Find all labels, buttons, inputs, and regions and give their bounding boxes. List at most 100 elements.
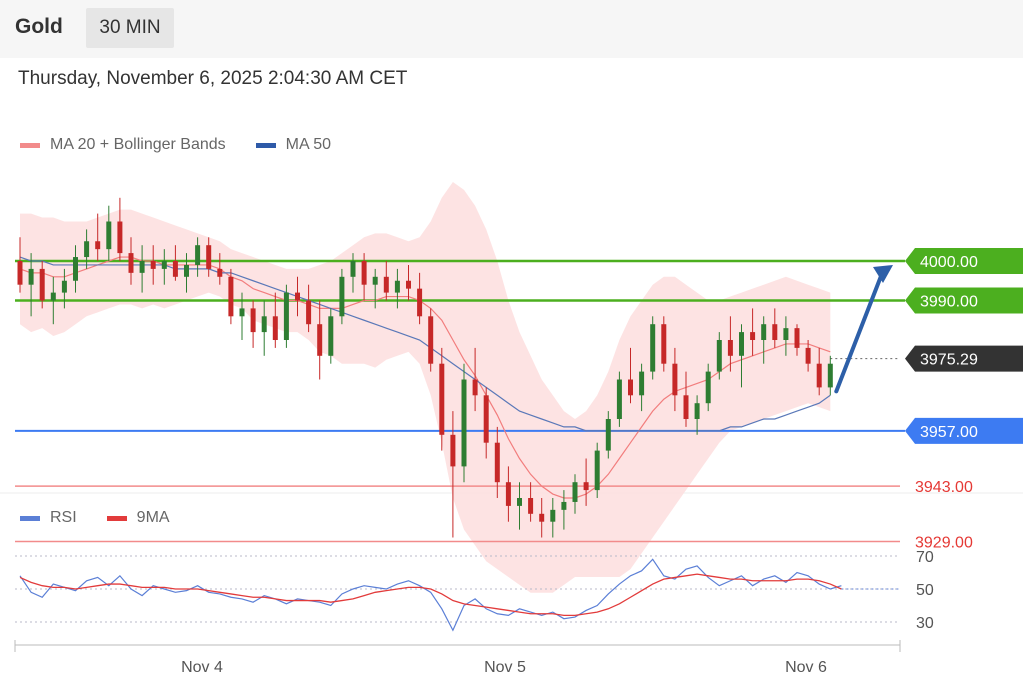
candle-body [783, 328, 789, 340]
legend-item-9ma: 9MA [106, 509, 170, 527]
candle-body [683, 395, 689, 419]
candle-body [694, 403, 700, 419]
x-tick-label: Nov 5 [484, 659, 526, 676]
price-level-label: 3990.00 [920, 294, 978, 311]
candle-body [805, 347, 811, 364]
candle-body [450, 434, 456, 467]
legend-item-rsi: RSI [20, 509, 77, 527]
candle-body [295, 292, 300, 301]
candle-body [150, 261, 156, 269]
candle-body [827, 363, 833, 388]
candle-body [772, 324, 778, 340]
candle-body [550, 509, 556, 522]
candle-body [73, 257, 78, 281]
price-level-badge [905, 345, 1023, 372]
candle-body [128, 253, 134, 273]
9ma-swatch [106, 515, 127, 521]
candle-body [439, 363, 445, 435]
candle-body [17, 261, 23, 285]
price-level-badge [905, 248, 1023, 274]
candle-body [361, 261, 367, 285]
candle-body [106, 221, 112, 250]
timeframe-button[interactable]: 30 MIN [86, 8, 174, 48]
candle-body [816, 363, 822, 388]
candle-body [28, 268, 34, 285]
legend-item-ma20: MA 20 + Bollinger Bands [20, 136, 226, 154]
candle-body [461, 379, 467, 467]
ma50-swatch [255, 142, 276, 148]
candle-body [239, 308, 245, 317]
candle-body [727, 340, 733, 356]
price-level-badge [905, 287, 1023, 314]
price-level-label: 4000.00 [920, 254, 978, 271]
candle-body [716, 340, 722, 372]
candle-body [583, 482, 589, 491]
candle-body [261, 316, 267, 333]
price-level-badge [905, 417, 1023, 444]
price-level-label: 3975.29 [920, 352, 978, 369]
candle-body [372, 276, 378, 285]
candle-body [539, 513, 545, 522]
candle-body [283, 292, 289, 340]
candle-body [339, 276, 345, 317]
price-level-label: 3943.00 [915, 479, 973, 496]
ma20-swatch [20, 142, 40, 148]
bollinger-band-area [20, 182, 831, 593]
candle-body [505, 482, 511, 506]
candle-body [417, 288, 423, 317]
candle-body [483, 395, 489, 443]
candle-body [594, 450, 600, 491]
candle-body [428, 316, 434, 364]
candle-body [95, 241, 101, 250]
main-legend: MA 20 + Bollinger Bands MA 50 [20, 136, 353, 154]
candle-body [561, 501, 567, 510]
rsi-9ma-line [19, 573, 842, 617]
legend-item-ma50: MA 50 [255, 136, 332, 154]
chart-datetime: Thursday, November 6, 2025 2:04:30 AM CE… [18, 68, 408, 89]
candle-body [50, 292, 56, 301]
candle-body [605, 419, 611, 451]
candle-body [616, 379, 622, 419]
projection-arrow-shaft [834, 269, 885, 394]
candle-body [217, 268, 223, 277]
candle-body [272, 316, 278, 340]
candle-body [139, 261, 145, 273]
candle-body [184, 264, 189, 277]
top-bar: Gold 30 MIN [0, 0, 1023, 58]
candle-body [650, 324, 656, 372]
candle-body [761, 324, 767, 340]
candle-body [117, 221, 123, 254]
rsi-tick-label: 30 [916, 615, 934, 632]
candle-body [672, 363, 678, 396]
projection-arrow-head [873, 265, 893, 283]
candle-body [228, 276, 234, 317]
rsi-tick-label: 50 [916, 582, 934, 599]
candle-body [161, 261, 167, 269]
candle-body [628, 379, 633, 396]
rsi-line [19, 558, 842, 632]
candle-body [61, 280, 67, 293]
legend-label-ma50: MA 50 [285, 136, 332, 153]
candle-body [383, 276, 389, 293]
candle-body [317, 324, 323, 356]
legend-label-ma20: MA 20 + Bollinger Bands [50, 136, 226, 153]
candle-body [39, 268, 45, 301]
candle-body [794, 328, 800, 348]
candle-body [517, 498, 522, 506]
x-tick-label: Nov 4 [181, 659, 223, 676]
legend-label-rsi: RSI [50, 509, 77, 526]
candle-body [661, 324, 667, 364]
candle-body [84, 241, 90, 258]
rsi-swatch [20, 515, 40, 521]
candle-body [394, 280, 400, 293]
candle-body [328, 316, 334, 356]
price-level-label: 3957.00 [920, 424, 978, 441]
candle-body [750, 332, 756, 340]
x-tick-label: Nov 6 [785, 659, 827, 676]
candle-body [739, 332, 744, 356]
candle-body [639, 371, 645, 396]
price-level-label: 3929.00 [915, 534, 973, 551]
candle-body [206, 245, 212, 269]
candle-body [250, 308, 256, 333]
